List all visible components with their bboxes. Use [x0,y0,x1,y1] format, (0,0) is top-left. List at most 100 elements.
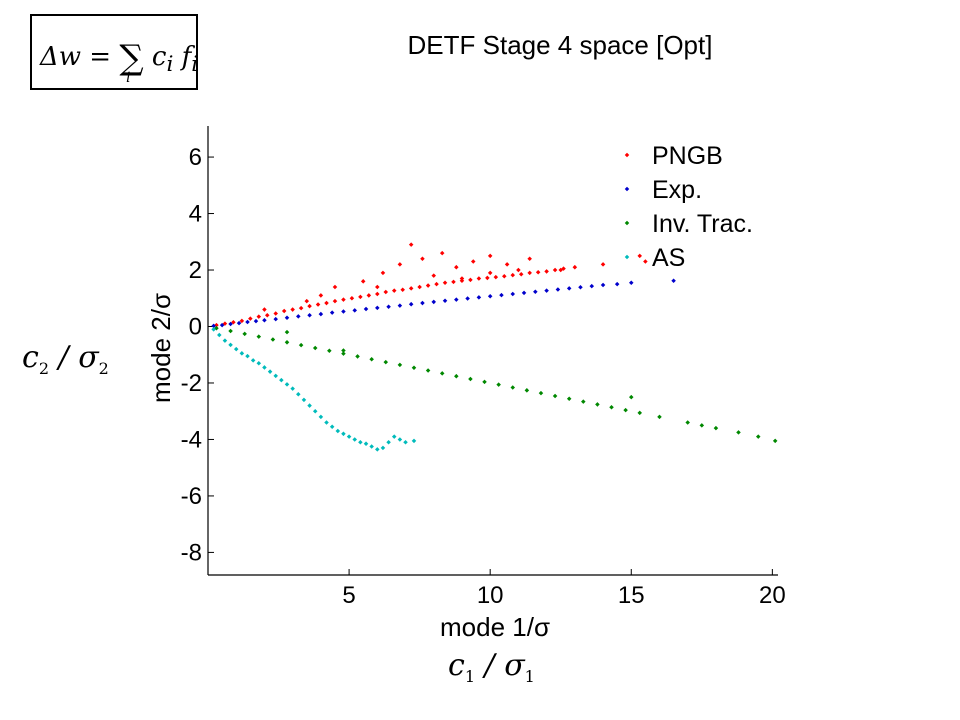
point-inv-trac [341,348,346,353]
point-exp [341,309,346,314]
point-exp [363,306,369,312]
x-tick-label: 5 [342,582,355,609]
point-inv-trac [482,379,487,385]
point-inv-trac [256,334,262,339]
point-pngb [273,311,278,316]
point-pngb [420,256,425,261]
point-pngb [487,253,493,259]
point-as [279,377,284,383]
point-exp [420,300,425,306]
point-as [358,440,363,445]
point-pngb [535,270,541,275]
point-as [397,437,403,442]
point-inv-trac [355,354,360,359]
point-exp [521,290,527,296]
point-exp [329,310,335,315]
point-inv-trac [629,394,634,400]
formula-eq: = [89,42,112,72]
point-exp [386,304,391,309]
point-pngb [408,242,414,247]
point-as [301,397,307,403]
x-axis-label: mode 1/σ [440,612,550,642]
point-pngb [510,272,516,278]
point-exp [614,281,620,287]
point-exp [318,311,324,317]
point-inv-trac [736,430,741,435]
formula-sum-index: i [126,70,131,86]
formula-lhs: Δw [40,42,82,72]
point-exp [510,291,516,297]
point-pngb [417,284,422,290]
point-inv-trac [685,420,690,425]
point-exp [228,321,233,327]
point-pngb [439,250,445,256]
point-pngb [315,302,321,307]
point-exp [629,280,634,285]
point-exp [476,295,482,300]
point-inv-trac [284,340,290,345]
point-pngb [298,305,304,311]
legend-label: Inv. Trac. [652,210,753,238]
point-exp [442,298,448,304]
x-side-num: c [448,648,465,683]
point-exp [544,288,549,293]
point-exp [487,294,493,299]
formula-box: Δw = ∑ ci fi i [30,14,198,90]
point-inv-trac [439,371,445,376]
x-tick-label: 15 [618,582,645,609]
point-as [341,431,346,437]
point-exp [397,303,403,308]
point-exp [465,296,470,301]
point-inv-trac [397,362,403,368]
point-inv-trac [609,404,614,410]
point-as [284,382,290,387]
point-as [363,441,369,446]
point-pngb [380,270,386,276]
point-as [335,428,341,434]
point-exp [211,323,216,329]
point-exp [284,315,290,321]
point-inv-trac [298,342,304,348]
point-inv-trac [699,423,705,428]
y-tick-label: 0 [189,313,202,340]
point-exp [533,289,538,295]
point-inv-trac [637,410,642,416]
y-tick-label: 6 [189,144,202,171]
y-side-sep: / [49,340,79,375]
y-side-num-sub: 2 [38,359,49,378]
point-as [273,373,278,379]
point-inv-trac [341,351,346,356]
point-inv-trac [312,345,318,351]
x-side-label: c1 / σ1 [448,648,535,686]
point-pngb [558,267,563,273]
point-exp [296,314,301,319]
point-inv-trac [468,376,473,382]
data-points [211,242,778,452]
point-pngb [637,253,642,259]
point-pngb [318,293,324,298]
point-inv-trac [538,390,544,396]
point-exp [589,283,595,289]
point-inv-trac [270,337,276,342]
point-inv-trac [242,331,247,337]
point-pngb [442,280,448,285]
point-inv-trac [496,382,501,387]
point-pngb [425,283,431,288]
point-exp [555,287,561,292]
point-pngb [527,270,532,276]
point-pngb [516,267,521,273]
point-pngb [324,300,329,306]
x-side-den: σ [504,648,525,683]
point-pngb [485,275,490,281]
point-pngb [383,289,389,295]
point-as [267,369,273,374]
point-as [296,392,301,397]
point-as [256,360,262,366]
point-exp [600,282,606,288]
point-as [307,403,312,408]
point-pngb [431,273,437,278]
point-as [217,332,222,338]
point-pngb [544,269,549,274]
point-pngb [332,298,338,304]
